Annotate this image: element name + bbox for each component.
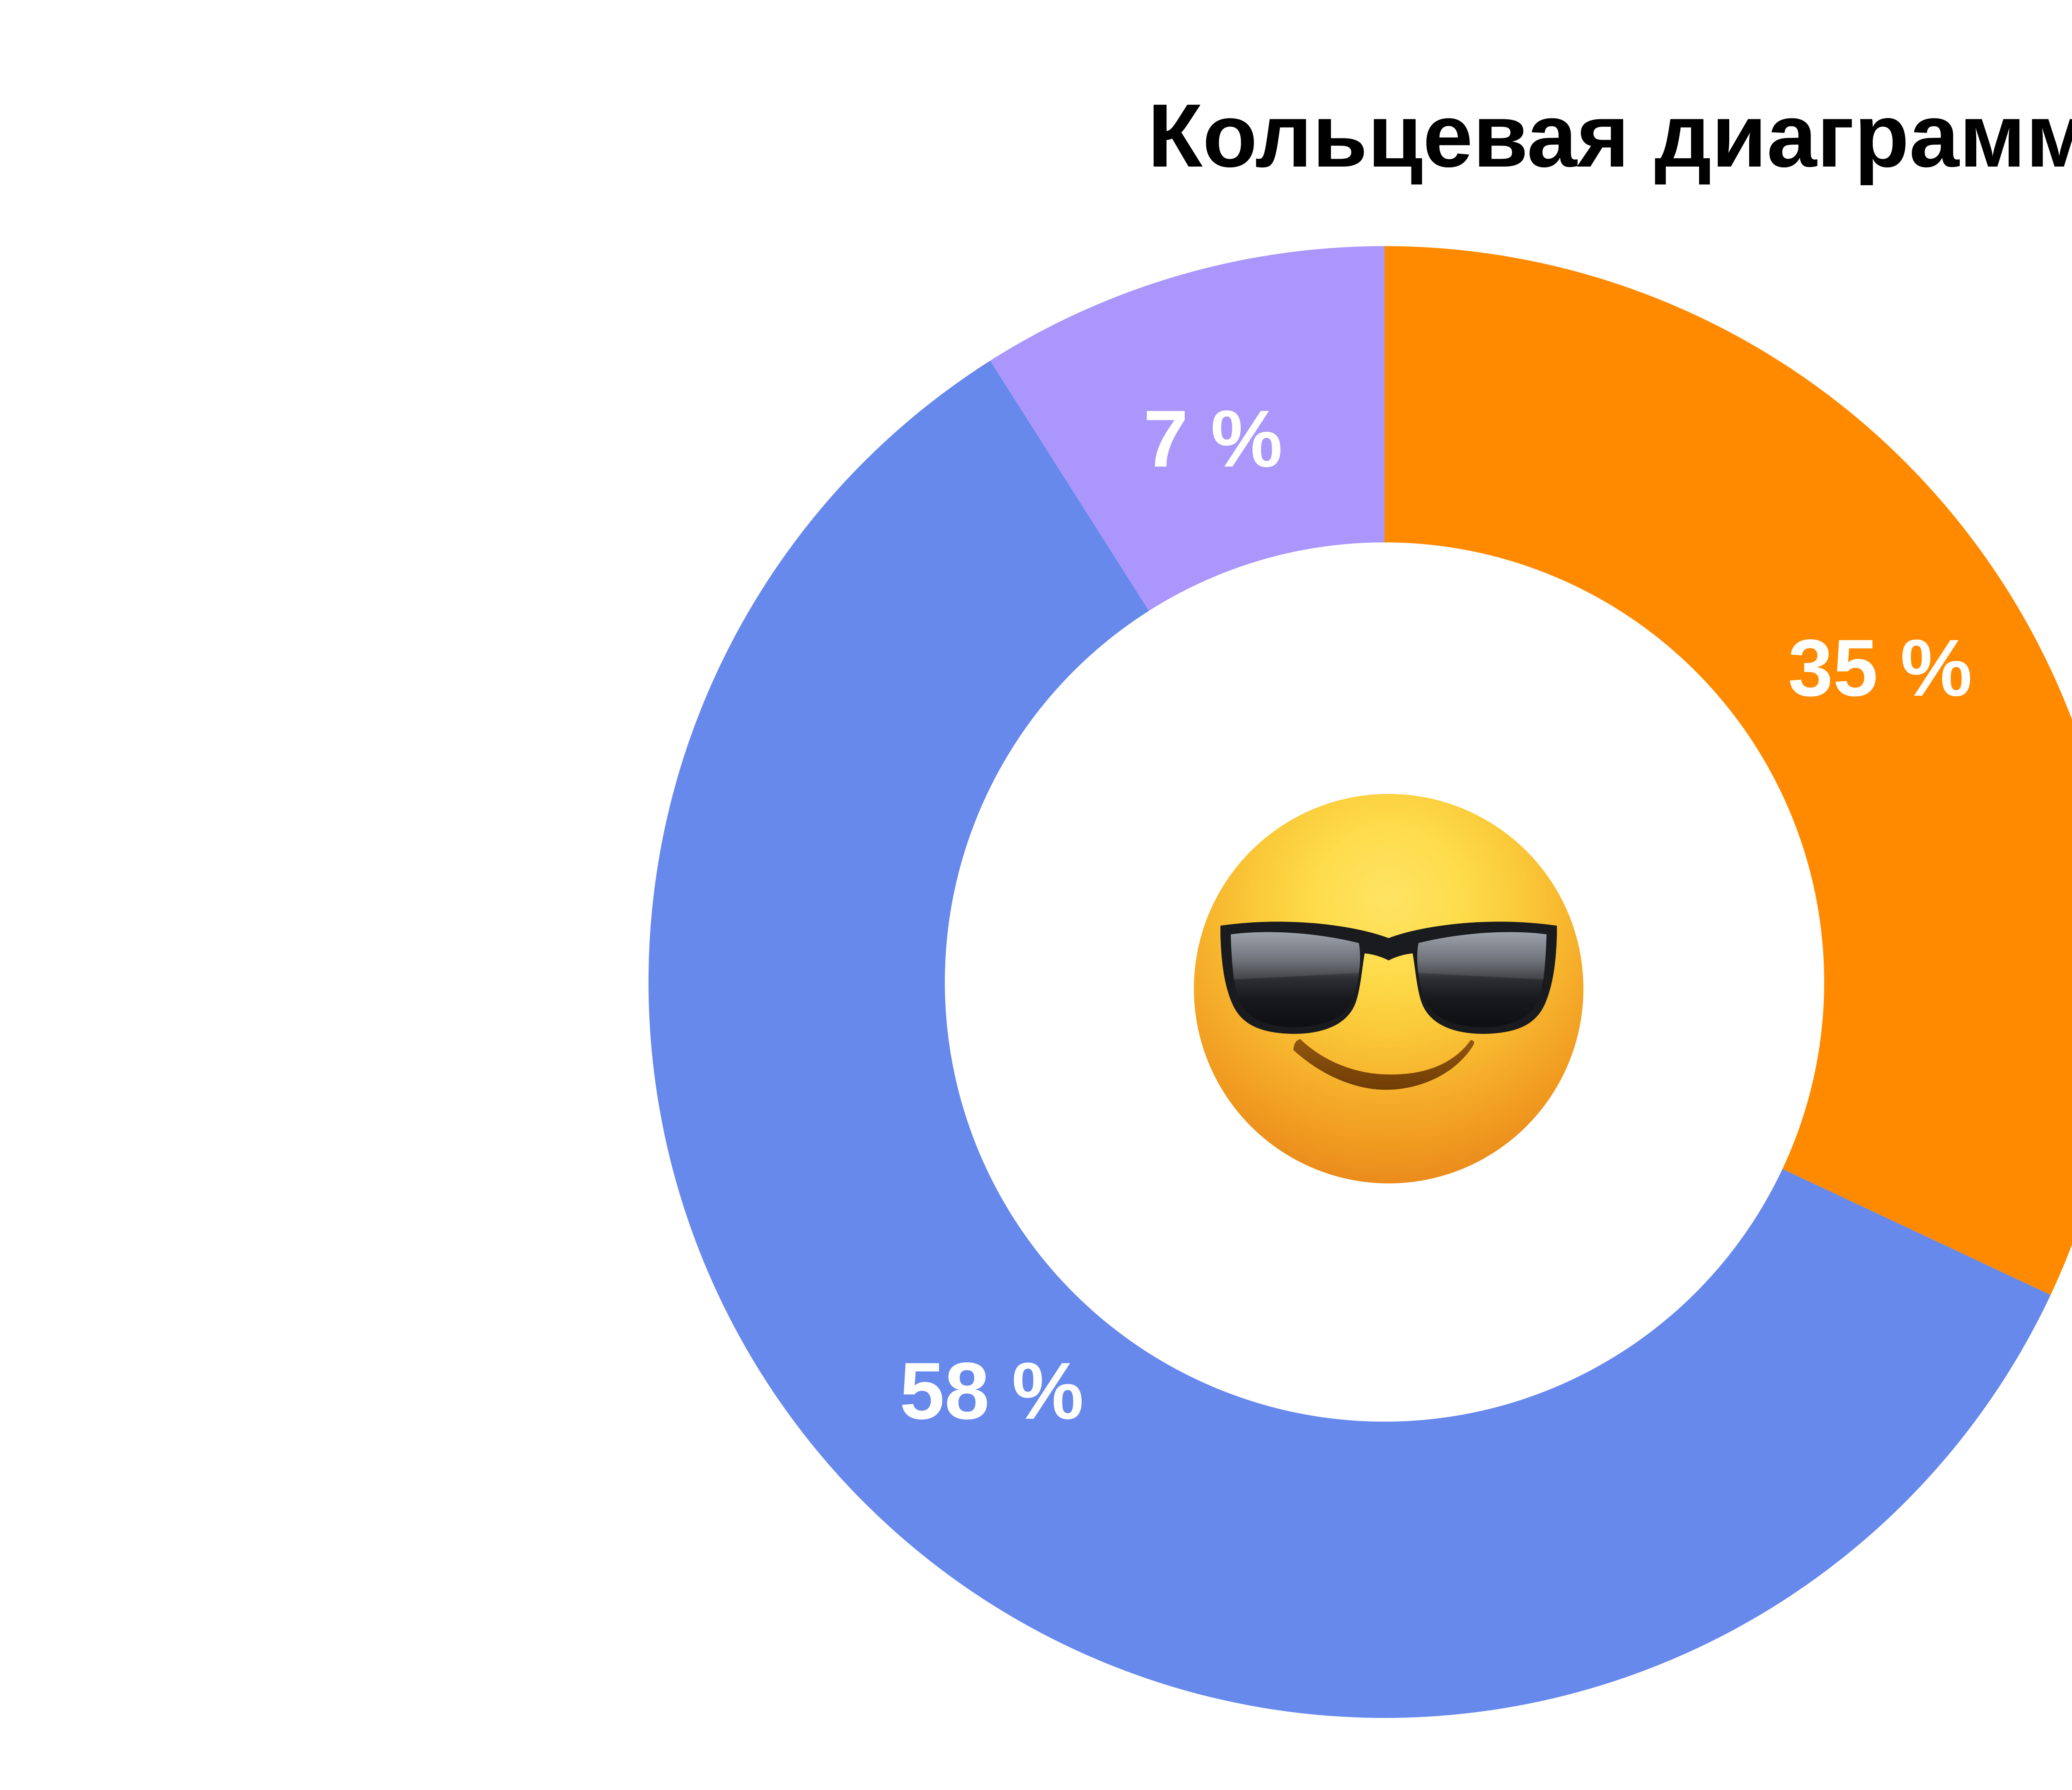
svg-text:35 %: 35 % [1788, 623, 1972, 713]
svg-text:58 %: 58 % [900, 1346, 1084, 1436]
svg-text:7 %: 7 % [1143, 394, 1283, 484]
svg-text:Кольцевая диаграмма: Кольцевая диаграмма [1147, 85, 2072, 186]
